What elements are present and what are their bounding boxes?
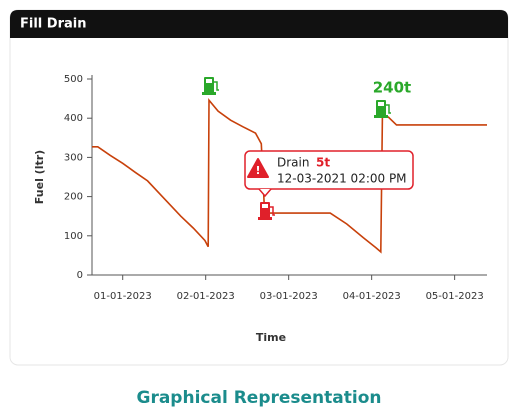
y-tick-label: 500 [64,74,83,85]
y-tick-label: 100 [64,231,83,242]
x-tick-label: 03-01-2023 [260,291,318,302]
y-tick-label: 0 [77,270,83,281]
x-tick-label: 05-01-2023 [426,291,484,302]
fill-amount: 240t [373,79,411,97]
x-axis-title: Time [256,331,286,344]
y-tick-label: 300 [64,152,83,163]
y-tick-label: 400 [64,113,83,124]
header-title: Fill Drain [20,17,86,32]
drain-icon [258,202,275,220]
fill-icon [374,100,391,118]
svg-text:!: ! [255,164,260,177]
card-header [10,10,508,38]
x-tick-label: 04-01-2023 [343,291,401,302]
tooltip-amount: 5t [316,156,330,170]
fill-icon [202,77,219,95]
tooltip: ! Drain 5t 12-03-2021 02:00 PM [244,150,414,198]
y-tick-label: 200 [64,192,83,203]
x-tick-label: 01-01-2023 [94,291,152,302]
tooltip-label: Drain [277,156,309,170]
caption: Graphical Representation [137,388,382,408]
plot: 0 100 200 300 400 500 01-01-2023 02-01-2023 03-0… [33,74,487,344]
y-axis-title: Fuel (ltr) [33,150,46,204]
tooltip-time: 12-03-2021 02:00 PM [277,172,407,186]
x-tick-label: 02-01-2023 [177,291,235,302]
